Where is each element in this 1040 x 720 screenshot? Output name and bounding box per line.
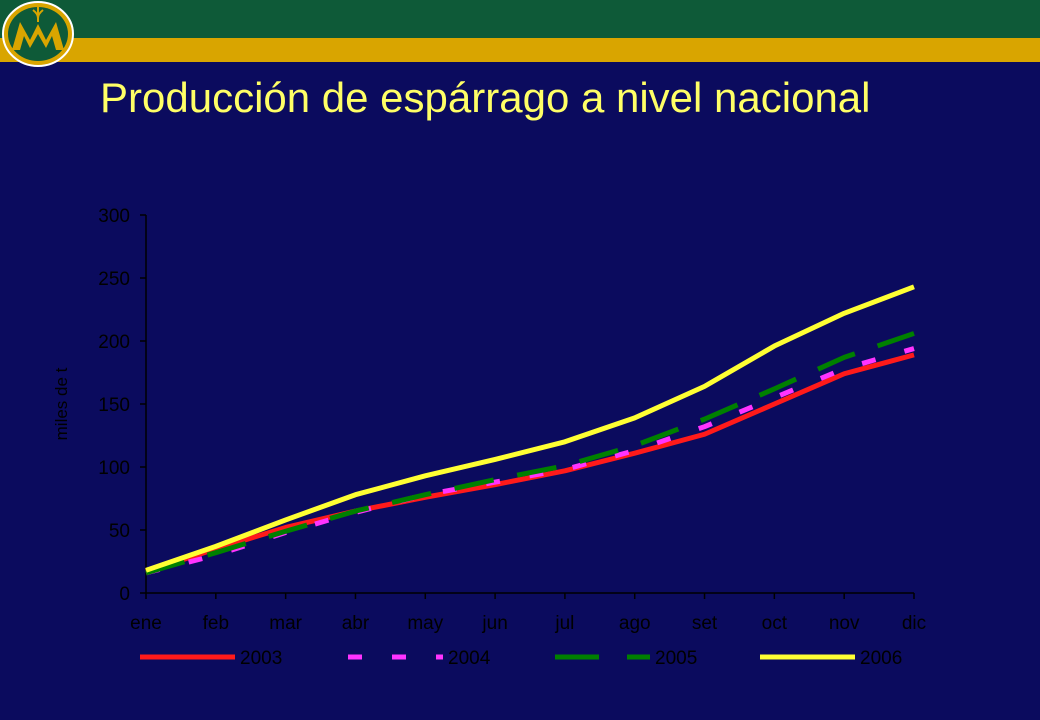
x-tick-label: may [407, 613, 443, 634]
x-tick-label: feb [203, 613, 229, 634]
x-tick-label: ene [130, 613, 162, 634]
x-tick-label: ago [619, 613, 651, 634]
x-tick-label: oct [762, 613, 788, 634]
y-tick-label: 0 [119, 584, 130, 605]
series-line-2004 [145, 346, 915, 576]
series-line-2006 [145, 284, 915, 573]
y-tick-label: 300 [98, 206, 130, 227]
x-tick-label: dic [902, 613, 926, 634]
header-band-green [0, 0, 1040, 38]
wheat-logo-icon [2, 1, 74, 67]
y-tick-label: 150 [98, 395, 130, 416]
legend-label-2003: 2003 [240, 648, 282, 669]
x-tick-label: jun [481, 613, 507, 634]
y-tick-label: 50 [109, 521, 130, 542]
x-tick-label: mar [269, 613, 302, 634]
series-line-2003 [145, 352, 915, 574]
x-tick-label: set [692, 613, 718, 634]
y-tick-label: 250 [98, 269, 130, 290]
x-tick-label: abr [342, 613, 370, 634]
y-axis-label: miles de t [52, 367, 71, 440]
x-tick-label: nov [829, 613, 860, 634]
legend-label-2006: 2006 [860, 648, 902, 669]
y-tick-label: 100 [98, 458, 130, 479]
series-line-2005 [145, 331, 915, 576]
x-tick-label: jul [554, 613, 574, 634]
y-tick-label: 200 [98, 332, 130, 353]
page-title: Producción de espárrago a nivel nacional [100, 74, 871, 121]
header-band-gold [0, 38, 1040, 62]
legend-label-2005: 2005 [655, 648, 697, 669]
legend-label-2004: 2004 [448, 648, 491, 669]
